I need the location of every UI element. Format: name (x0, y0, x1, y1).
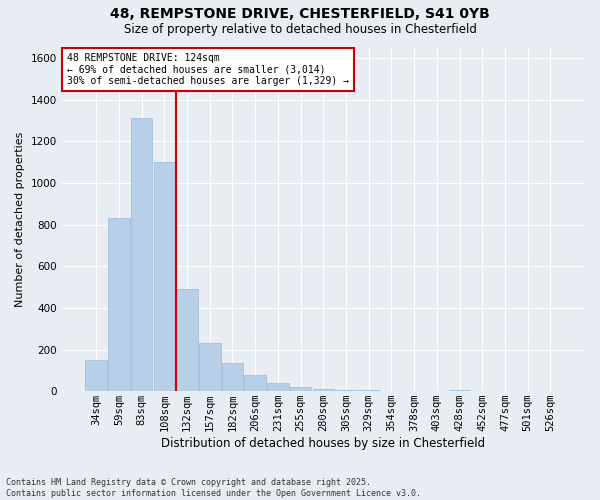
Bar (313, 389, 334, 391)
Bar (244, 374, 266, 391)
Text: 48, REMPSTONE DRIVE, CHESTERFIELD, S41 0YB: 48, REMPSTONE DRIVE, CHESTERFIELD, S41 0… (110, 8, 490, 22)
Bar (108, 218, 130, 391)
Bar (222, 363, 243, 391)
Bar (267, 383, 289, 391)
Bar (290, 387, 311, 391)
Bar (131, 118, 152, 391)
X-axis label: Distribution of detached houses by size in Chesterfield: Distribution of detached houses by size … (161, 437, 485, 450)
Bar (154, 162, 175, 391)
Text: 48 REMPSTONE DRIVE: 124sqm
← 69% of detached houses are smaller (3,014)
30% of s: 48 REMPSTONE DRIVE: 124sqm ← 69% of deta… (67, 52, 349, 86)
Y-axis label: Number of detached properties: Number of detached properties (15, 132, 25, 307)
Bar (335, 390, 357, 391)
Bar (199, 344, 221, 391)
Bar (176, 289, 198, 391)
Text: Size of property relative to detached houses in Chesterfield: Size of property relative to detached ho… (124, 22, 476, 36)
Bar (449, 390, 470, 391)
Bar (358, 390, 380, 391)
Bar (85, 360, 107, 391)
Text: Contains HM Land Registry data © Crown copyright and database right 2025.
Contai: Contains HM Land Registry data © Crown c… (6, 478, 421, 498)
